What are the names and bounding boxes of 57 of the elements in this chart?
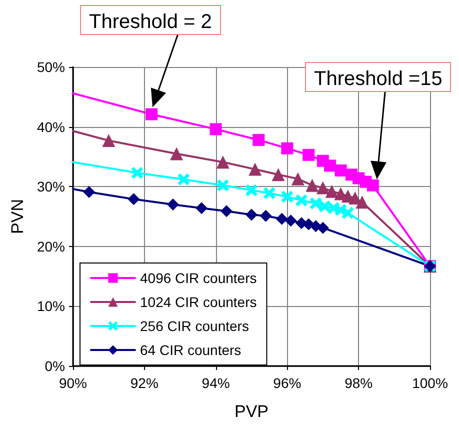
point bbox=[196, 202, 208, 214]
point bbox=[248, 162, 262, 176]
point bbox=[306, 178, 319, 192]
point bbox=[281, 190, 294, 203]
point bbox=[246, 184, 258, 196]
point bbox=[102, 134, 116, 148]
point bbox=[324, 160, 336, 172]
point bbox=[318, 200, 331, 212]
point bbox=[216, 156, 230, 169]
y-tick-label: 0% bbox=[44, 358, 65, 374]
point bbox=[316, 181, 330, 194]
point bbox=[310, 197, 322, 210]
point bbox=[146, 108, 158, 120]
x-tick-label: 94% bbox=[202, 375, 230, 391]
point bbox=[342, 206, 354, 219]
point bbox=[260, 210, 272, 222]
x-tick-label: 98% bbox=[344, 375, 373, 391]
y-tick-label: 10% bbox=[36, 298, 65, 314]
point bbox=[291, 172, 304, 186]
x-tick-label: 100% bbox=[412, 375, 448, 391]
annotation: Threshold =15 bbox=[305, 62, 452, 92]
point bbox=[334, 164, 347, 176]
x-tick-label: 92% bbox=[130, 375, 158, 391]
y-axis-title: PVN bbox=[8, 199, 28, 234]
point bbox=[220, 205, 233, 218]
point bbox=[302, 148, 315, 161]
point bbox=[263, 187, 276, 200]
point bbox=[284, 214, 297, 227]
y-tick-label: 50% bbox=[36, 59, 65, 75]
text: Threshold = 2 bbox=[80, 5, 221, 35]
point bbox=[246, 208, 258, 221]
point bbox=[216, 179, 229, 192]
point bbox=[166, 198, 179, 211]
point bbox=[295, 194, 308, 206]
legend-label: 4096 CIR counters bbox=[140, 270, 257, 286]
point bbox=[83, 186, 96, 198]
point bbox=[131, 166, 144, 179]
x-tick-label: 90% bbox=[58, 375, 88, 391]
point bbox=[356, 196, 369, 209]
point bbox=[252, 134, 265, 146]
point bbox=[272, 168, 285, 182]
point bbox=[366, 179, 379, 192]
point bbox=[210, 123, 222, 136]
legend-label: 1024 CIR counters bbox=[140, 294, 257, 310]
point bbox=[128, 193, 140, 206]
y-tick-label: 20% bbox=[36, 238, 65, 254]
point bbox=[325, 184, 338, 198]
legend-label: 256 CIR counters bbox=[140, 318, 249, 334]
y-tick-label: 30% bbox=[36, 178, 65, 195]
point bbox=[178, 173, 190, 186]
x-tick-label: 96% bbox=[273, 375, 302, 391]
legend-label: 64 CIR counters bbox=[140, 342, 242, 358]
point bbox=[276, 212, 288, 225]
point bbox=[170, 147, 184, 160]
y-tick-label: 40% bbox=[36, 118, 65, 135]
point bbox=[281, 142, 294, 154]
x-axis-title: PVP bbox=[234, 402, 269, 421]
